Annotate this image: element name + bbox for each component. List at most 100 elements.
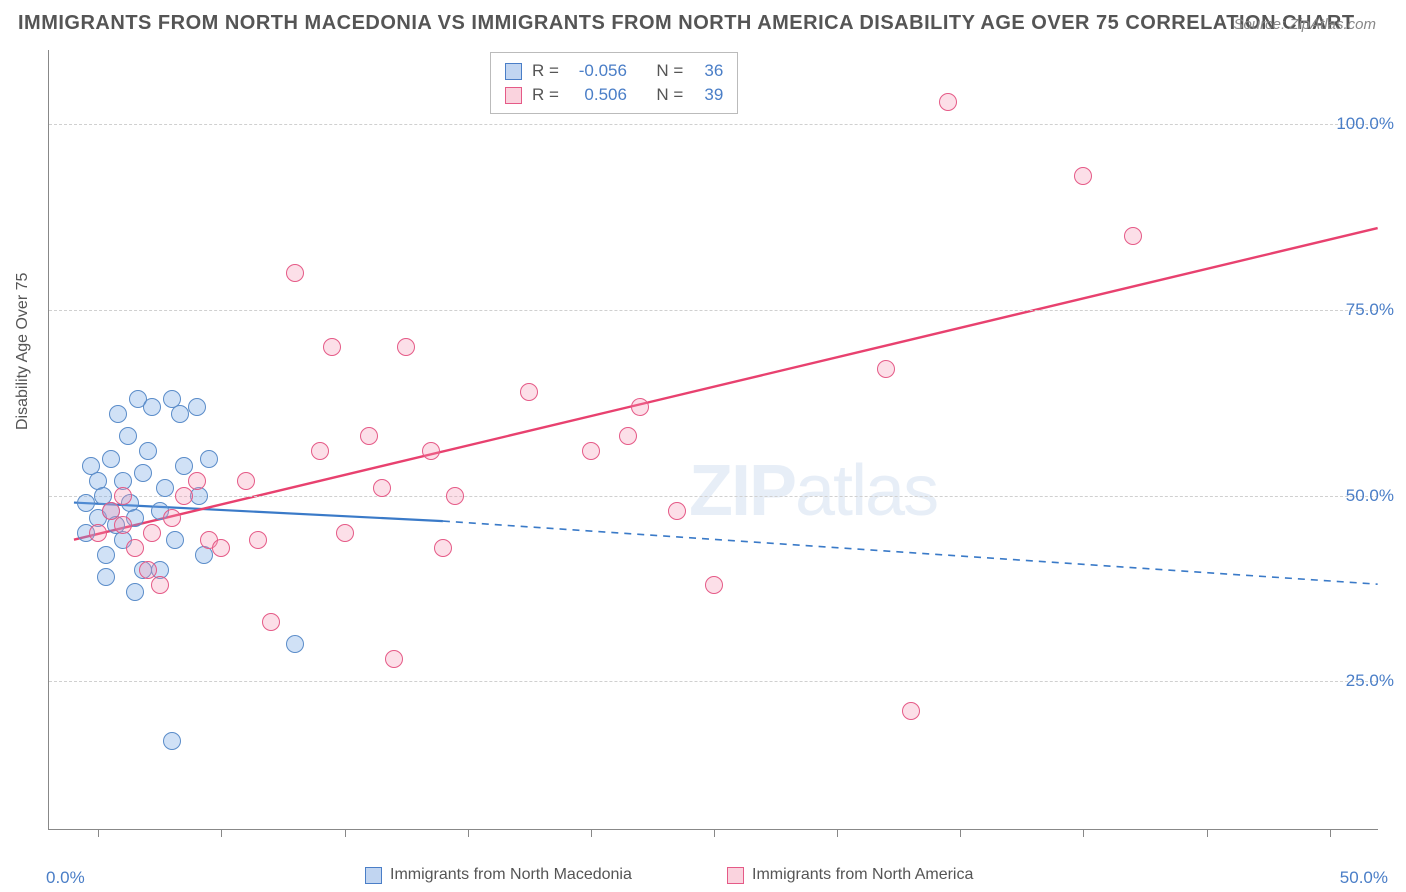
scatter-point — [373, 479, 391, 497]
x-tick — [837, 829, 838, 837]
scatter-point — [188, 472, 206, 490]
swatch-blue-icon — [505, 63, 522, 80]
scatter-point — [286, 635, 304, 653]
scatter-point — [109, 405, 127, 423]
watermark-bold: ZIP — [689, 451, 795, 531]
x-tick — [1207, 829, 1208, 837]
scatter-point — [102, 502, 120, 520]
scatter-point — [360, 427, 378, 445]
stats-n-label: N = — [656, 85, 683, 105]
scatter-point — [385, 650, 403, 668]
legend-item: Immigrants from North Macedonia — [365, 866, 632, 884]
chart-title: IMMIGRANTS FROM NORTH MACEDONIA VS IMMIG… — [18, 12, 1355, 35]
y-axis-label: Disability Age Over 75 — [14, 273, 32, 430]
y-tick-label: 100.0% — [1336, 114, 1394, 134]
scatter-point — [126, 583, 144, 601]
y-tick-label: 50.0% — [1346, 486, 1394, 506]
stats-n-label: N = — [656, 61, 683, 81]
trend-lines-layer — [49, 50, 1378, 829]
scatter-point — [200, 450, 218, 468]
scatter-point — [188, 398, 206, 416]
scatter-point — [175, 487, 193, 505]
scatter-point — [143, 398, 161, 416]
scatter-point — [97, 568, 115, 586]
scatter-point — [114, 487, 132, 505]
stats-n-value: 36 — [693, 61, 723, 81]
scatter-point — [422, 442, 440, 460]
scatter-point — [939, 93, 957, 111]
scatter-point — [619, 427, 637, 445]
scatter-point — [166, 531, 184, 549]
x-tick — [221, 829, 222, 837]
scatter-point — [237, 472, 255, 490]
scatter-point — [336, 524, 354, 542]
scatter-point — [126, 539, 144, 557]
x-tick-label-max: 50.0% — [1340, 868, 1388, 888]
gridline-horizontal — [49, 496, 1378, 497]
scatter-point — [143, 524, 161, 542]
scatter-point — [286, 264, 304, 282]
scatter-point — [156, 479, 174, 497]
scatter-point — [171, 405, 189, 423]
x-tick — [960, 829, 961, 837]
x-tick — [591, 829, 592, 837]
scatter-point — [668, 502, 686, 520]
swatch-blue-icon — [365, 867, 382, 884]
swatch-pink-icon — [727, 867, 744, 884]
x-tick — [345, 829, 346, 837]
stats-r-label: R = — [532, 85, 559, 105]
scatter-point — [163, 509, 181, 527]
scatter-point — [134, 464, 152, 482]
stats-row: R = -0.056 N = 36 — [505, 59, 723, 83]
scatter-point — [323, 338, 341, 356]
scatter-point — [139, 561, 157, 579]
x-tick — [1330, 829, 1331, 837]
scatter-point — [249, 531, 267, 549]
legend-item: Immigrants from North America — [727, 866, 973, 884]
x-tick — [468, 829, 469, 837]
scatter-point — [114, 516, 132, 534]
scatter-point — [877, 360, 895, 378]
stats-n-value: 39 — [693, 85, 723, 105]
correlation-stats-box: R = -0.056 N = 36 R = 0.506 N = 39 — [490, 52, 738, 114]
gridline-horizontal — [49, 681, 1378, 682]
scatter-point — [902, 702, 920, 720]
source-attribution: Source: ZipAtlas.com — [1233, 16, 1376, 33]
scatter-point — [434, 539, 452, 557]
scatter-point — [1074, 167, 1092, 185]
x-tick-label-min: 0.0% — [46, 868, 85, 888]
scatter-point — [89, 524, 107, 542]
scatter-point — [397, 338, 415, 356]
scatter-point — [212, 539, 230, 557]
scatter-point — [119, 427, 137, 445]
scatter-point — [520, 383, 538, 401]
watermark-rest: atlas — [795, 451, 937, 531]
stats-r-label: R = — [532, 61, 559, 81]
scatter-point — [102, 450, 120, 468]
scatter-point — [139, 442, 157, 460]
scatter-point — [262, 613, 280, 631]
stats-row: R = 0.506 N = 39 — [505, 83, 723, 107]
swatch-pink-icon — [505, 87, 522, 104]
legend-label: Immigrants from North America — [752, 866, 973, 884]
scatter-point — [151, 576, 169, 594]
stats-r-value: 0.506 — [569, 85, 627, 105]
scatter-point — [97, 546, 115, 564]
legend-label: Immigrants from North Macedonia — [390, 866, 632, 884]
plot-area: ZIPatlas — [48, 50, 1378, 830]
scatter-point — [1124, 227, 1142, 245]
y-tick-label: 75.0% — [1346, 300, 1394, 320]
scatter-point — [175, 457, 193, 475]
trend-line — [443, 521, 1378, 584]
scatter-point — [77, 494, 95, 512]
x-tick — [98, 829, 99, 837]
scatter-point — [705, 576, 723, 594]
stats-r-value: -0.056 — [569, 61, 627, 81]
x-tick — [714, 829, 715, 837]
chart-container: IMMIGRANTS FROM NORTH MACEDONIA VS IMMIG… — [0, 0, 1406, 892]
gridline-horizontal — [49, 124, 1378, 125]
x-tick — [1083, 829, 1084, 837]
scatter-point — [631, 398, 649, 416]
watermark: ZIPatlas — [689, 450, 937, 532]
scatter-point — [582, 442, 600, 460]
